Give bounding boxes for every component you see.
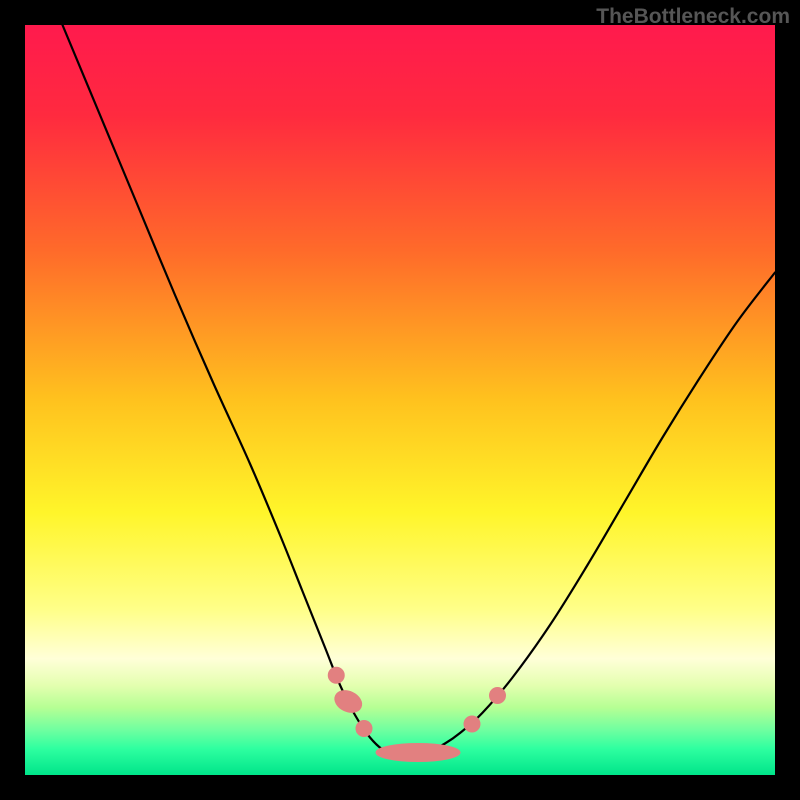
chart-svg: TheBottleneck.com [0, 0, 800, 800]
plot-background [25, 25, 775, 775]
attribution-label: TheBottleneck.com [596, 5, 790, 28]
marker-dot [490, 688, 506, 704]
marker-dot [328, 667, 344, 683]
marker-dot [356, 721, 372, 737]
chart-frame: TheBottleneck.com [0, 0, 800, 800]
marker-dot [464, 716, 480, 732]
marker-dot [376, 744, 460, 762]
